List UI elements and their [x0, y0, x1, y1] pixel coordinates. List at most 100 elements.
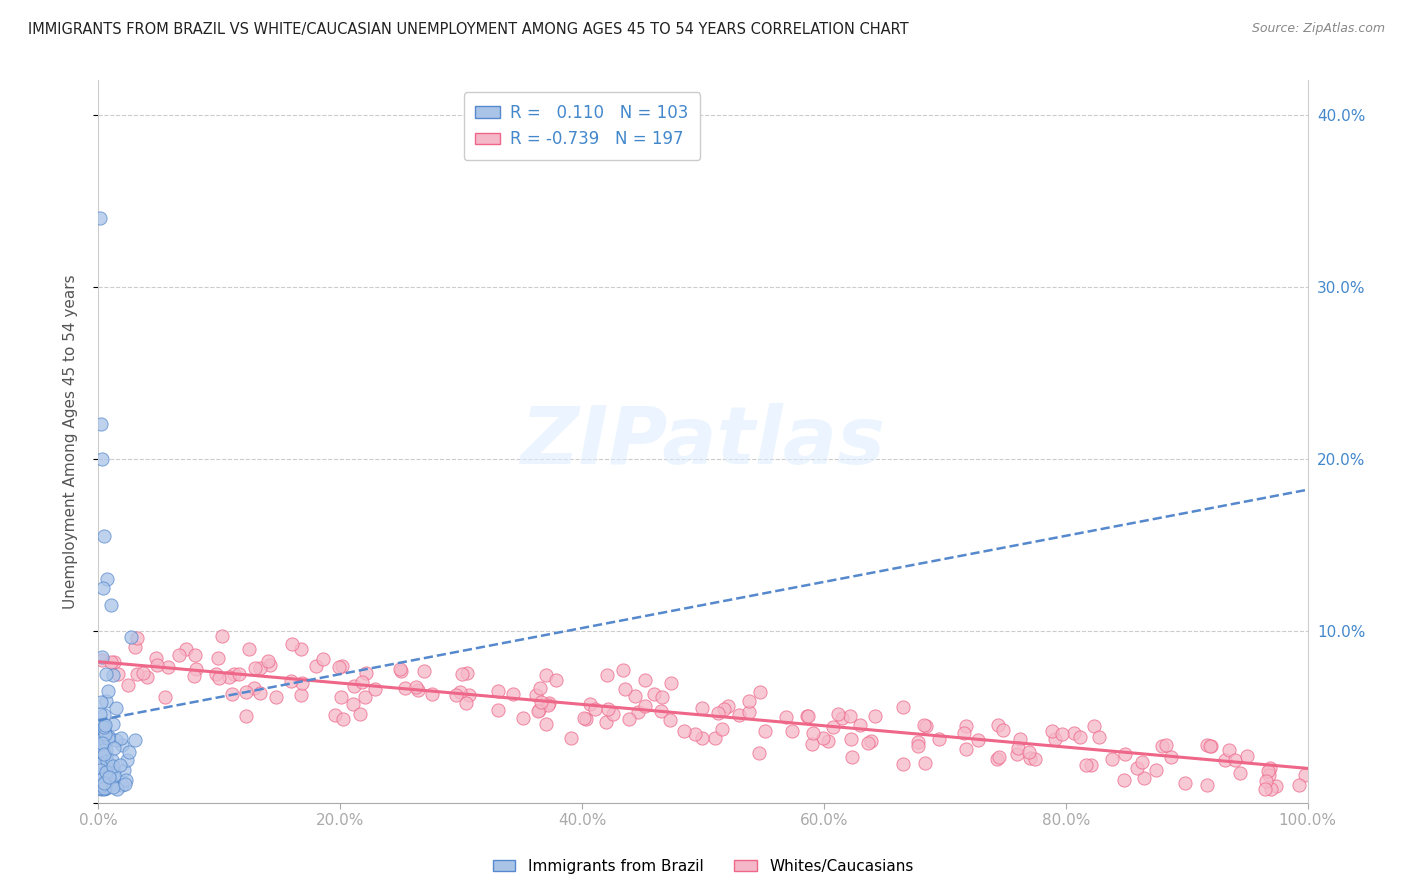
Point — [97, 684, 120, 698]
Point — [259, 658, 281, 673]
Point — [1126, 761, 1149, 775]
Point — [405, 680, 427, 694]
Point — [1254, 782, 1277, 797]
Point — [87, 778, 110, 792]
Point — [823, 721, 845, 735]
Point — [1154, 738, 1177, 752]
Point — [97, 731, 120, 745]
Point — [93, 765, 115, 780]
Point — [955, 741, 977, 756]
Point — [89, 763, 111, 777]
Point — [281, 637, 304, 651]
Point — [101, 667, 124, 681]
Point — [93, 772, 115, 786]
Point — [93, 780, 115, 795]
Point — [93, 707, 115, 722]
Point — [527, 705, 550, 719]
Point — [596, 667, 619, 681]
Point — [93, 780, 115, 795]
Point — [90, 417, 112, 432]
Point — [245, 661, 267, 675]
Point — [987, 718, 1010, 732]
Point — [91, 758, 114, 772]
Point — [211, 629, 233, 643]
Point — [91, 581, 114, 595]
Point — [87, 780, 110, 795]
Point — [1218, 742, 1240, 756]
Point — [349, 706, 371, 721]
Point — [96, 758, 118, 772]
Point — [304, 658, 326, 673]
Point — [1040, 723, 1063, 738]
Point — [801, 726, 824, 740]
Point — [89, 211, 111, 225]
Legend: Immigrants from Brazil, Whites/Caucasians: Immigrants from Brazil, Whites/Caucasian… — [486, 853, 920, 880]
Text: ZIPatlas: ZIPatlas — [520, 402, 886, 481]
Point — [96, 755, 118, 769]
Point — [1050, 726, 1073, 740]
Point — [534, 667, 557, 681]
Point — [228, 667, 250, 681]
Point — [93, 781, 115, 796]
Point — [224, 667, 246, 681]
Point — [596, 702, 619, 716]
Point — [797, 709, 820, 723]
Point — [1010, 731, 1032, 746]
Point — [249, 685, 271, 699]
Point — [280, 674, 302, 689]
Point — [572, 711, 595, 725]
Point — [91, 649, 114, 664]
Point — [98, 764, 121, 779]
Point — [1043, 732, 1066, 747]
Point — [659, 676, 682, 690]
Point — [94, 735, 117, 749]
Point — [1101, 752, 1123, 766]
Point — [710, 722, 733, 736]
Point — [811, 731, 834, 745]
Point — [94, 748, 117, 763]
Point — [91, 451, 114, 466]
Point — [457, 688, 479, 702]
Point — [87, 741, 110, 756]
Point — [204, 666, 226, 681]
Point — [120, 630, 142, 644]
Point — [208, 671, 231, 685]
Point — [796, 708, 818, 723]
Point — [754, 724, 776, 739]
Point — [1258, 768, 1281, 782]
Point — [717, 698, 740, 713]
Point — [891, 756, 914, 771]
Point — [94, 781, 117, 796]
Point — [838, 708, 860, 723]
Point — [90, 781, 112, 796]
Point — [408, 683, 430, 698]
Point — [100, 656, 122, 670]
Point — [1294, 768, 1316, 782]
Point — [713, 702, 735, 716]
Point — [343, 679, 366, 693]
Point — [1260, 781, 1282, 796]
Point — [290, 688, 312, 702]
Point — [856, 735, 879, 749]
Point — [658, 713, 681, 727]
Point — [595, 714, 617, 729]
Point — [110, 731, 132, 745]
Point — [100, 598, 122, 612]
Point — [93, 748, 115, 763]
Legend: R =   0.110   N = 103, R = -0.739   N = 197: R = 0.110 N = 103, R = -0.739 N = 197 — [464, 92, 700, 160]
Point — [817, 733, 839, 747]
Point — [1197, 738, 1219, 752]
Point — [112, 763, 135, 777]
Point — [108, 758, 131, 772]
Point — [738, 705, 761, 719]
Point — [986, 752, 1008, 766]
Point — [93, 772, 115, 786]
Point — [1144, 763, 1167, 777]
Point — [91, 770, 114, 784]
Point — [90, 695, 112, 709]
Point — [117, 753, 139, 767]
Point — [389, 662, 412, 676]
Point — [93, 720, 115, 734]
Point — [249, 661, 271, 675]
Point — [683, 727, 706, 741]
